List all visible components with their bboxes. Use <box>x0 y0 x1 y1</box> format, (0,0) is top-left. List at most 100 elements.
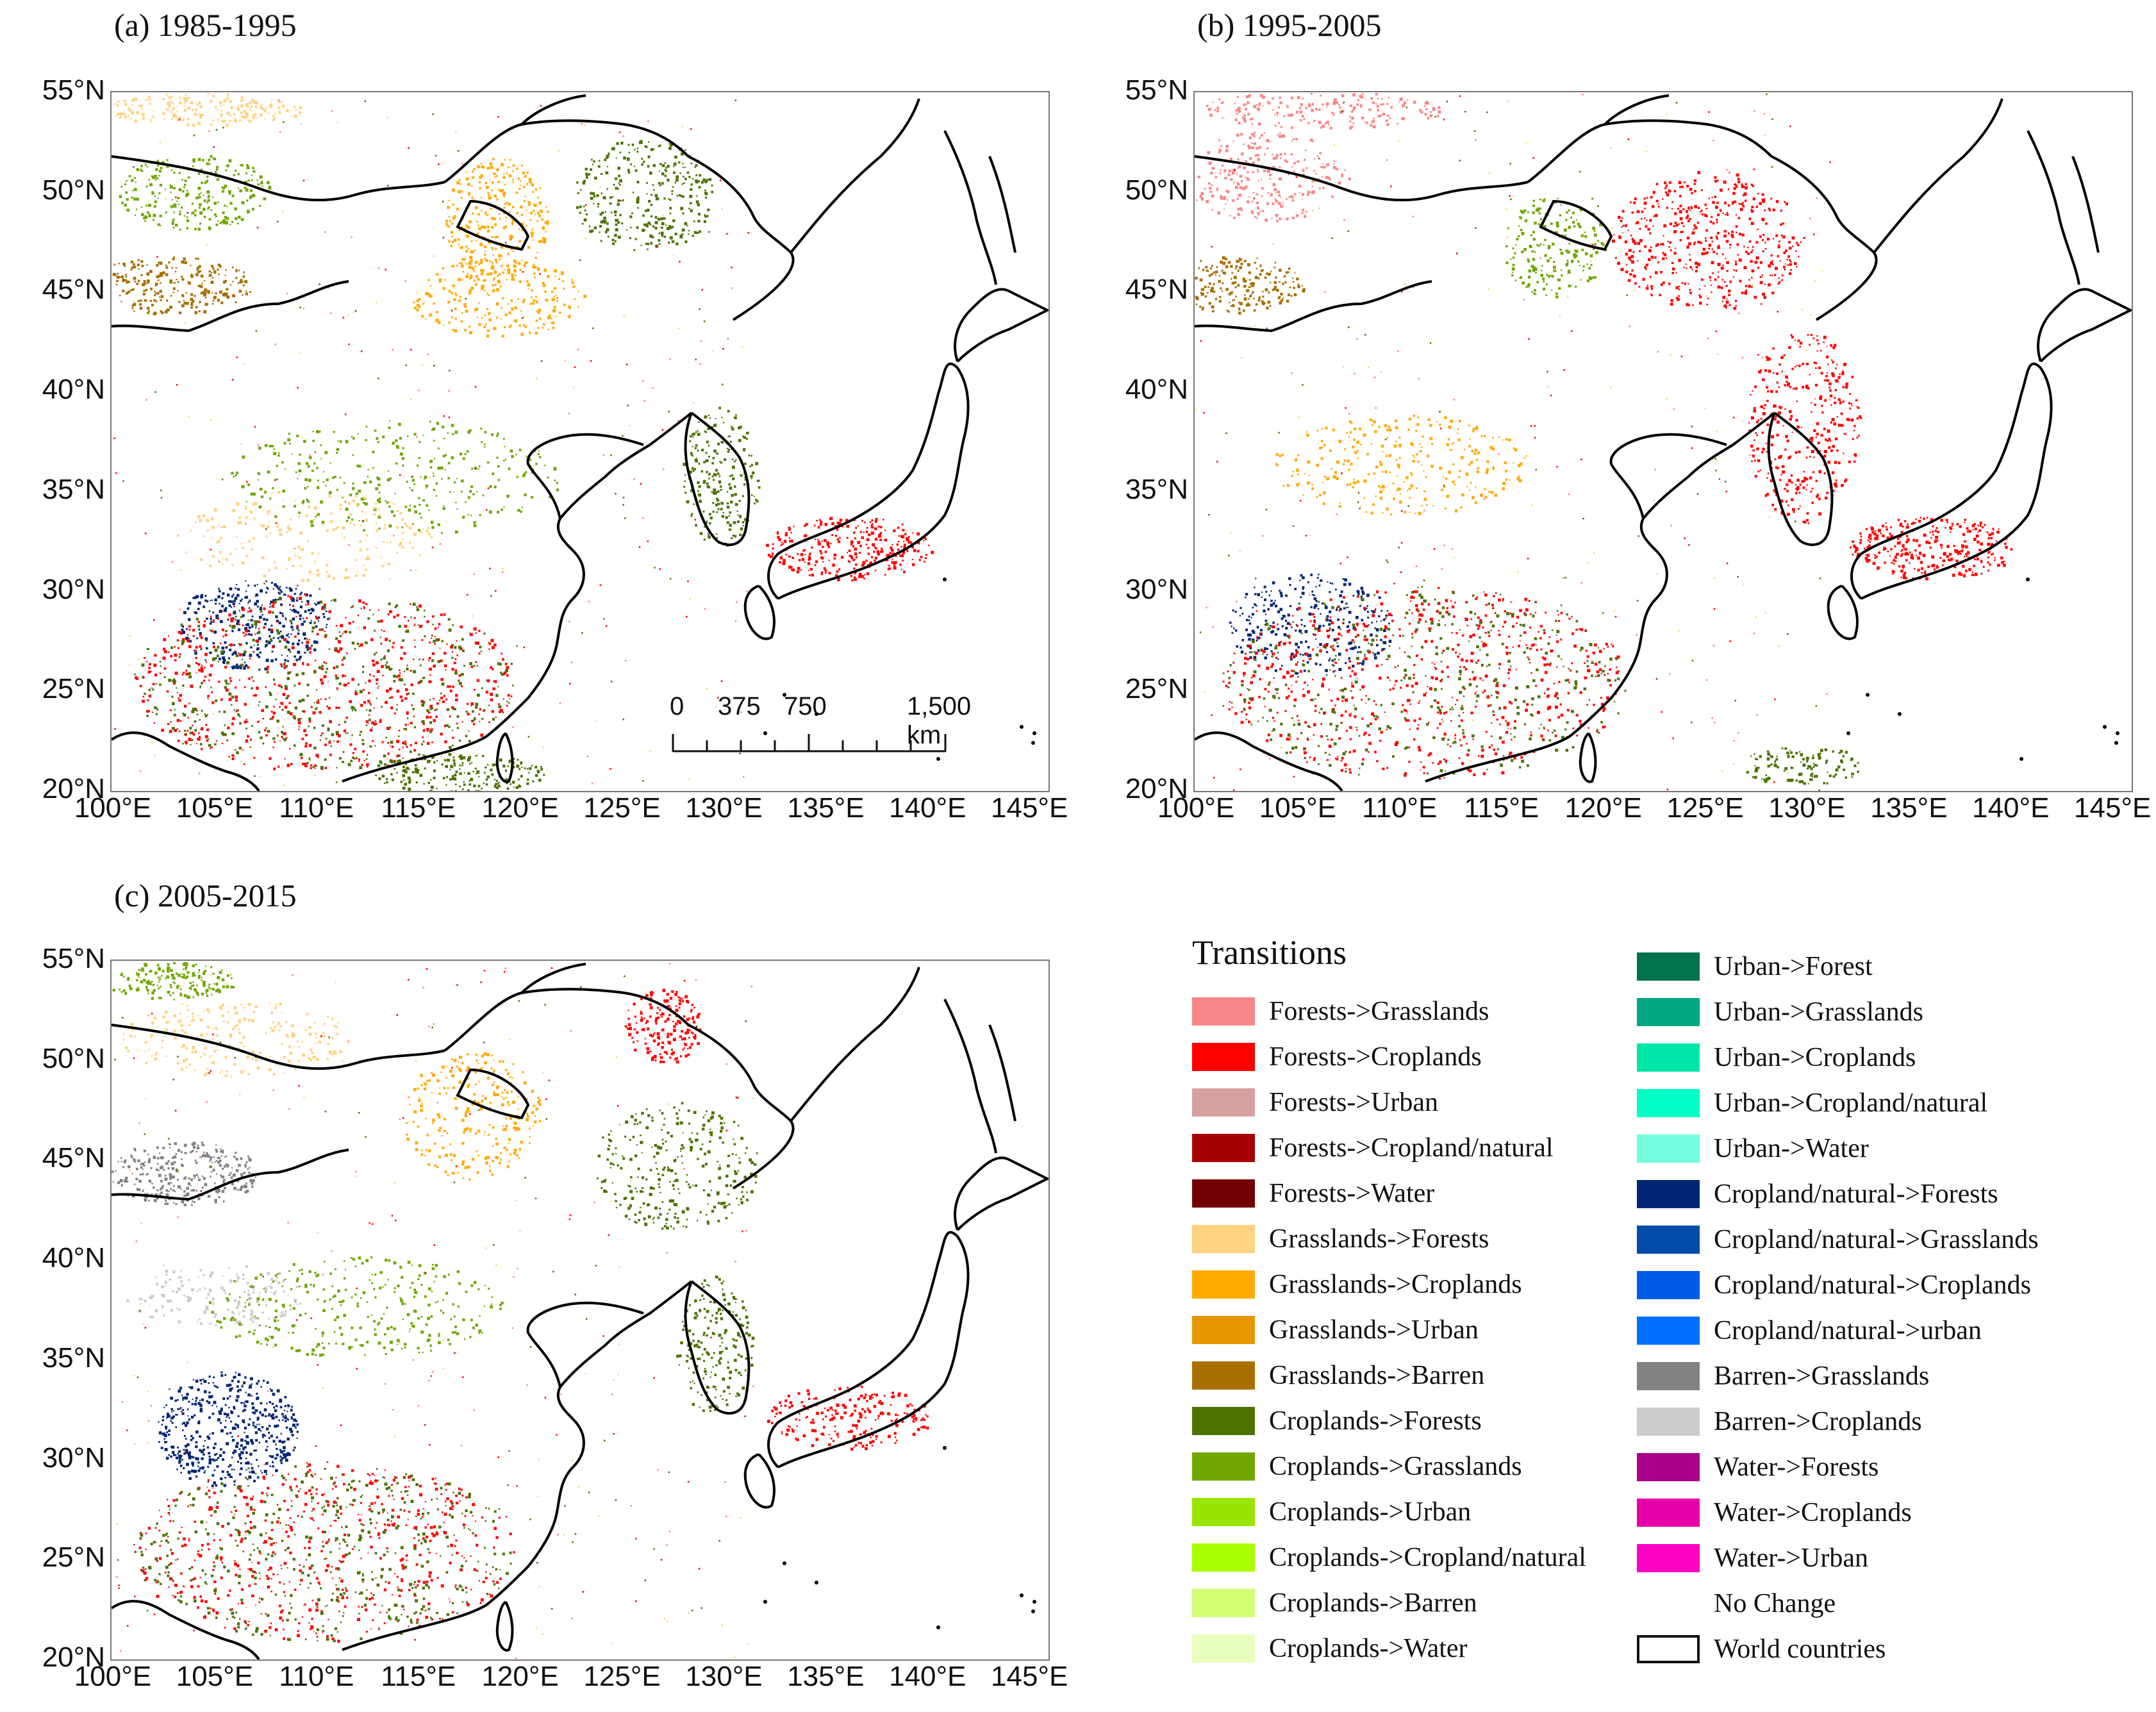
legend-swatch <box>1192 1498 1255 1526</box>
lon-tick-label: 100°E <box>74 1661 152 1692</box>
lat-tick-label: 40°N <box>42 374 105 406</box>
legend-label: Urban->Croplands <box>1714 1043 1916 1072</box>
lat-tick-label: 30°N <box>42 1442 105 1474</box>
legend-swatch <box>1192 997 1255 1026</box>
legend-label: Croplands->Forests <box>1269 1406 1482 1436</box>
legend-swatch <box>1637 1317 1700 1345</box>
legend-item: Croplands->Grasslands <box>1192 1450 1522 1483</box>
legend-label: Croplands->Barren <box>1269 1588 1477 1618</box>
lat-tick-label: 25°N <box>42 1542 105 1574</box>
legend-label: Forests->Urban <box>1269 1088 1438 1117</box>
legend-item: Urban->Croplands <box>1637 1042 1916 1074</box>
lon-tick-label: 145°E <box>991 792 1068 824</box>
legend-label: Forests->Croplands <box>1269 1042 1482 1072</box>
lon-tick-label: 115°E <box>381 792 456 824</box>
lon-tick-label: 130°E <box>685 1661 763 1692</box>
lat-tick-label: 35°N <box>42 473 105 505</box>
legend-swatch <box>1637 1226 1700 1254</box>
map-c-canvas <box>112 961 1049 1659</box>
legend-title: Transitions <box>1192 933 1347 972</box>
legend-label: Urban->Water <box>1714 1134 1869 1163</box>
legend-item: Cropland/natural->Croplands <box>1637 1269 2031 1301</box>
legend-label: Croplands->Urban <box>1269 1497 1472 1527</box>
legend-item: Grasslands->Urban <box>1192 1314 1479 1346</box>
lon-tick-label: 120°E <box>481 1661 559 1692</box>
lat-tick-label: 45°N <box>42 274 105 306</box>
lon-tick-label: 130°E <box>1768 792 1846 824</box>
legend-label: Barren->Grasslands <box>1714 1361 1930 1391</box>
legend-label: Forests->Cropland/natural <box>1269 1133 1554 1163</box>
legend-swatch <box>1637 1362 1700 1390</box>
legend-item: World countries <box>1637 1633 1886 1665</box>
lat-tick-label: 50°N <box>1125 174 1188 206</box>
legend-item: Water->Urban <box>1637 1542 1868 1574</box>
legend-swatch <box>1637 1590 1700 1618</box>
legend-swatch <box>1192 1634 1255 1663</box>
legend-item: Water->Croplands <box>1637 1497 1912 1529</box>
legend-swatch <box>1192 1088 1255 1117</box>
legend-swatch <box>1192 1043 1255 1071</box>
legend-item: Forests->Grasslands <box>1192 995 1489 1027</box>
lat-tick-label: 30°N <box>1125 573 1188 605</box>
legend-item: Forests->Urban <box>1192 1086 1438 1118</box>
legend-item: Urban->Water <box>1637 1133 1869 1165</box>
legend-label: Cropland/natural->Forests <box>1714 1179 1998 1209</box>
lon-tick-label: 125°E <box>1666 792 1744 824</box>
legend-swatch <box>1192 1225 1255 1253</box>
lon-tick-label: 120°E <box>1564 792 1642 824</box>
legend-swatch <box>1637 1408 1700 1436</box>
panel-c-title: (c) 2005-2015 <box>114 877 297 913</box>
scale-bar: 0 375 750 1,500 km <box>670 692 971 756</box>
lat-tick-label: 55°N <box>42 943 105 974</box>
legend-item: Croplands->Barren <box>1192 1587 1477 1619</box>
lon-tick-label: 140°E <box>889 792 966 824</box>
lon-tick-label: 100°E <box>74 792 152 824</box>
lat-tick-label: 30°N <box>42 573 105 605</box>
legend-swatch <box>1637 1089 1700 1117</box>
legend-item: Forests->Cropland/natural <box>1192 1132 1554 1164</box>
map-panel-a <box>110 91 1050 792</box>
legend-item: Urban->Cropland/natural <box>1637 1087 1987 1119</box>
legend-swatch <box>1192 1270 1255 1299</box>
lon-tick-label: 115°E <box>381 1661 456 1692</box>
lon-tick-label: 140°E <box>1972 792 2050 824</box>
lat-tick-label: 40°N <box>1125 374 1188 406</box>
panel-a-title: (a) 1985-1995 <box>114 7 297 43</box>
legend-label: Grasslands->Croplands <box>1269 1270 1522 1299</box>
legend-label: Urban->Grasslands <box>1714 997 1923 1027</box>
legend-label: Croplands->Water <box>1269 1634 1468 1663</box>
legend-swatch <box>1192 1452 1255 1481</box>
legend-item: Cropland/natural->Grasslands <box>1637 1224 2039 1256</box>
legend-swatch <box>1637 1544 1700 1572</box>
lon-tick-label: 135°E <box>787 792 865 824</box>
legend-swatch <box>1637 952 1700 981</box>
map-a-canvas <box>112 93 1049 791</box>
legend-label: Water->Forests <box>1714 1452 1879 1482</box>
scale-tick-750: 750 <box>784 692 827 720</box>
legend-label: Croplands->Cropland/natural <box>1269 1543 1586 1572</box>
legend-swatch <box>1192 1361 1255 1390</box>
legend-swatch <box>1192 1134 1255 1162</box>
lat-tick-label: 20°N <box>42 773 105 804</box>
legend-label: Barren->Croplands <box>1714 1407 1922 1436</box>
lon-tick-label: 135°E <box>787 1661 865 1692</box>
lat-tick-label: 55°N <box>42 74 105 106</box>
legend-label: Cropland/natural->Grasslands <box>1714 1225 2039 1254</box>
legend-swatch <box>1192 1407 1255 1435</box>
transition-pixels <box>112 93 934 791</box>
legend-swatch <box>1637 1180 1700 1208</box>
legend-item: Water->Forests <box>1637 1451 1878 1483</box>
lon-tick-label: 105°E <box>176 1661 254 1692</box>
legend-label: Grasslands->Forests <box>1269 1224 1489 1254</box>
lon-tick-label: 140°E <box>889 1661 966 1692</box>
world-countries-boundaries <box>112 963 1049 1659</box>
lat-tick-label: 35°N <box>42 1342 105 1374</box>
legend-swatch <box>1637 1453 1700 1481</box>
lat-tick-label: 45°N <box>1125 274 1188 306</box>
legend-swatch <box>1192 1179 1255 1208</box>
lon-tick-label: 100°E <box>1157 792 1235 824</box>
legend-item: Forests->Croplands <box>1192 1041 1482 1073</box>
legend-swatch <box>1192 1589 1255 1617</box>
legend-label: Urban->Forest <box>1714 952 1873 981</box>
legend-item: Barren->Croplands <box>1637 1406 1922 1438</box>
